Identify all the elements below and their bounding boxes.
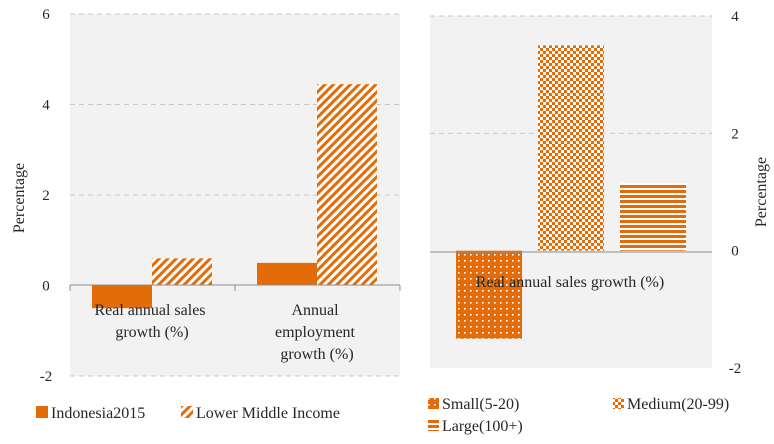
legend-swatch-large — [428, 420, 439, 431]
y-tick-label: 2 — [42, 188, 50, 204]
y-tick-label: 2 — [731, 126, 739, 142]
bar-lower-middle-income — [152, 258, 212, 286]
y-tick-label: -2 — [729, 361, 742, 377]
bar-large — [620, 183, 686, 251]
y-tick-label: 0 — [42, 279, 50, 295]
bar-lower-middle-income — [317, 84, 377, 286]
legend-swatch-lower-middle-income — [181, 406, 193, 418]
bar-medium — [538, 45, 604, 251]
legend-label: Large(100+) — [442, 418, 523, 435]
legend-swatch-medium — [613, 398, 624, 409]
right-chart: 4 2 0 -2 Percentage Real annual sales growt… — [428, 9, 770, 435]
legend-label: Indonesia2015 — [51, 405, 145, 422]
left-category-label: Annual employment growth (%) — [275, 302, 359, 363]
y-tick-label: 4 — [42, 98, 50, 114]
left-gridlines — [70, 13, 400, 377]
legend-swatch-small — [428, 398, 439, 409]
right-category-label: Real annual sales growth (%) — [476, 274, 664, 291]
legend-label: Lower Middle Income — [196, 405, 340, 422]
bar-small — [456, 250, 522, 339]
right-gridlines — [430, 15, 712, 134]
left-bars — [92, 84, 377, 309]
y-tick-label: 0 — [731, 244, 739, 260]
y-tick-label: -2 — [40, 369, 53, 385]
left-y-axis-label: Percentage — [11, 163, 28, 233]
right-y-ticks: 4 2 0 -2 — [729, 9, 742, 377]
bar-indonesia2015 — [92, 285, 152, 309]
left-chart: 6 4 2 0 -2 Percentage Real annual sales grow… — [11, 7, 401, 422]
legend-swatch-indonesia2015 — [36, 406, 48, 418]
legend-label: Medium(20-99) — [627, 396, 729, 413]
right-y-axis-label: Percentage — [753, 157, 770, 227]
y-tick-label: 6 — [42, 7, 50, 23]
bar-indonesia2015 — [257, 262, 317, 286]
right-bars — [456, 45, 686, 339]
left-y-ticks: 6 4 2 0 -2 — [40, 7, 53, 385]
legend-label: Small(5-20) — [442, 396, 519, 413]
y-tick-label: 4 — [731, 9, 739, 25]
left-category-label: Real annual sales growth (%) — [94, 302, 209, 341]
